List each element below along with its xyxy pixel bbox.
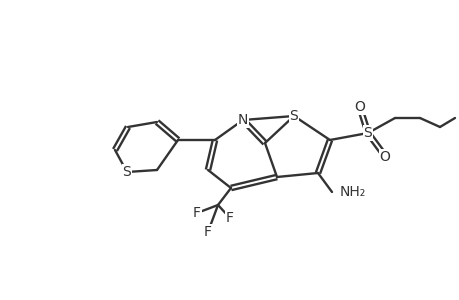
Text: S: S xyxy=(123,165,131,179)
Text: S: S xyxy=(289,109,298,123)
Text: O: O xyxy=(354,100,364,114)
Text: N: N xyxy=(237,113,248,127)
Text: NH₂: NH₂ xyxy=(339,185,365,199)
Text: F: F xyxy=(193,206,201,220)
Text: S: S xyxy=(363,126,372,140)
Text: O: O xyxy=(379,150,390,164)
Text: F: F xyxy=(203,225,212,239)
Text: F: F xyxy=(225,211,234,225)
